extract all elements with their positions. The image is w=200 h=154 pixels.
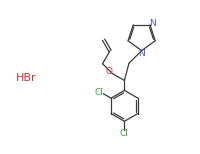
Text: Cl: Cl: [94, 88, 103, 97]
Text: HBr: HBr: [16, 73, 37, 83]
Text: Cl: Cl: [120, 129, 129, 138]
Text: N: N: [149, 19, 156, 28]
Text: O: O: [105, 67, 112, 76]
Text: N: N: [138, 49, 145, 58]
